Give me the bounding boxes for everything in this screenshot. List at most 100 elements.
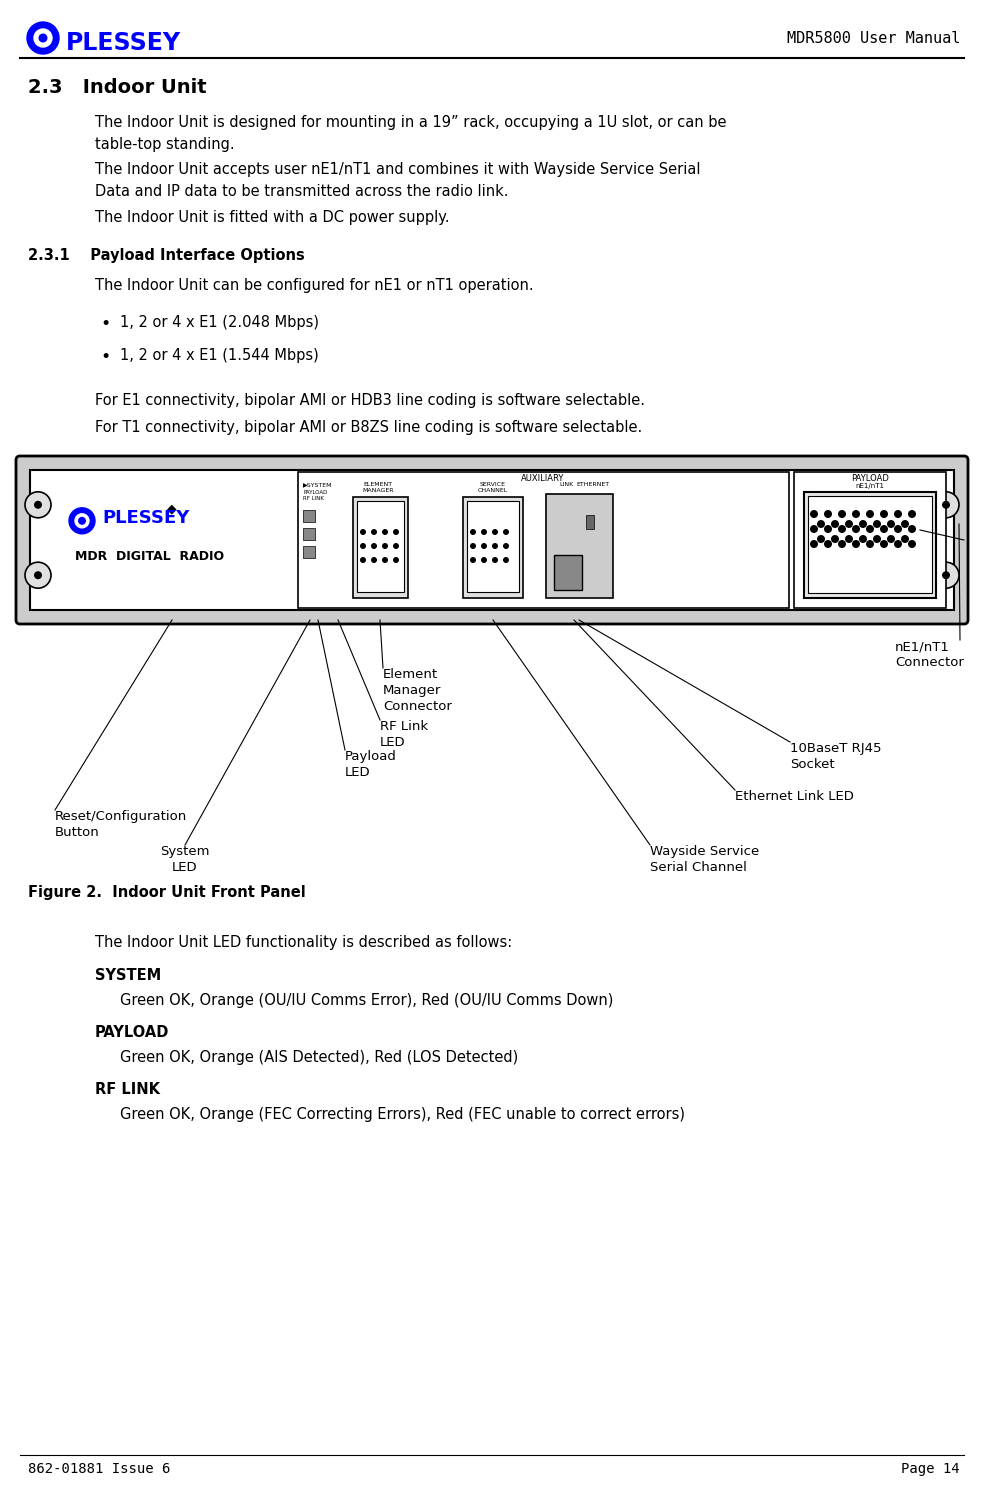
Circle shape bbox=[492, 558, 498, 564]
Circle shape bbox=[481, 529, 487, 535]
Text: RF LINK: RF LINK bbox=[303, 496, 324, 501]
Circle shape bbox=[933, 562, 959, 588]
Circle shape bbox=[901, 535, 909, 543]
Text: RF LINK: RF LINK bbox=[95, 1082, 160, 1097]
Text: 1, 2 or 4 x E1 (2.048 Mbps): 1, 2 or 4 x E1 (2.048 Mbps) bbox=[120, 315, 319, 330]
Text: Payload
LED: Payload LED bbox=[345, 750, 397, 779]
Circle shape bbox=[34, 501, 42, 508]
Text: LINK: LINK bbox=[559, 481, 573, 487]
Circle shape bbox=[503, 529, 509, 535]
Circle shape bbox=[393, 558, 399, 564]
Circle shape bbox=[481, 543, 487, 549]
Text: The Indoor Unit LED functionality is described as follows:: The Indoor Unit LED functionality is des… bbox=[95, 934, 513, 949]
Text: Green OK, Orange (AIS Detected), Red (LOS Detected): Green OK, Orange (AIS Detected), Red (LO… bbox=[120, 1049, 519, 1064]
Circle shape bbox=[470, 558, 476, 564]
Circle shape bbox=[382, 529, 388, 535]
Bar bbox=[303, 510, 315, 522]
Text: ELEMENT: ELEMENT bbox=[363, 481, 393, 487]
Text: The Indoor Unit is designed for mounting in a 19” rack, occupying a 1U slot, or : The Indoor Unit is designed for mounting… bbox=[95, 115, 726, 152]
Bar bbox=[353, 496, 408, 598]
Circle shape bbox=[492, 543, 498, 549]
Circle shape bbox=[845, 535, 853, 543]
Circle shape bbox=[887, 535, 895, 543]
Bar bbox=[546, 493, 613, 598]
Circle shape bbox=[894, 525, 902, 534]
Text: For E1 connectivity, bipolar AMI or HDB3 line coding is software selectable.: For E1 connectivity, bipolar AMI or HDB3… bbox=[95, 393, 645, 408]
Text: Reset/Configuration
Button: Reset/Configuration Button bbox=[55, 810, 187, 839]
Bar bbox=[554, 555, 582, 591]
Circle shape bbox=[859, 535, 867, 543]
Circle shape bbox=[25, 492, 51, 517]
Circle shape bbox=[880, 510, 888, 517]
Circle shape bbox=[470, 543, 476, 549]
Circle shape bbox=[360, 558, 366, 564]
Circle shape bbox=[27, 22, 59, 54]
Circle shape bbox=[873, 535, 881, 543]
Text: PLESSEY: PLESSEY bbox=[102, 508, 189, 528]
Circle shape bbox=[831, 520, 839, 528]
Circle shape bbox=[866, 525, 874, 534]
Text: RF Link
LED: RF Link LED bbox=[380, 721, 428, 749]
Circle shape bbox=[503, 543, 509, 549]
Circle shape bbox=[908, 525, 916, 534]
Circle shape bbox=[838, 540, 846, 549]
Circle shape bbox=[25, 562, 51, 588]
Circle shape bbox=[360, 529, 366, 535]
Text: SERVICE: SERVICE bbox=[480, 481, 506, 487]
Text: CHANNEL: CHANNEL bbox=[478, 487, 508, 493]
Circle shape bbox=[382, 558, 388, 564]
Circle shape bbox=[908, 540, 916, 549]
Circle shape bbox=[933, 492, 959, 517]
Bar bbox=[30, 469, 954, 610]
Circle shape bbox=[34, 28, 52, 46]
Bar bbox=[303, 546, 315, 558]
Text: Green OK, Orange (FEC Correcting Errors), Red (FEC unable to correct errors): Green OK, Orange (FEC Correcting Errors)… bbox=[120, 1106, 685, 1123]
Text: PAYLOAD: PAYLOAD bbox=[303, 490, 328, 495]
Text: ▶SYSTEM: ▶SYSTEM bbox=[303, 481, 333, 487]
Bar bbox=[804, 492, 936, 598]
Text: SYSTEM: SYSTEM bbox=[95, 967, 161, 984]
Circle shape bbox=[481, 558, 487, 564]
Text: ETHERNET: ETHERNET bbox=[577, 481, 609, 487]
Text: Green OK, Orange (OU/IU Comms Error), Red (OU/IU Comms Down): Green OK, Orange (OU/IU Comms Error), Re… bbox=[120, 993, 613, 1008]
Text: ◆: ◆ bbox=[167, 502, 177, 514]
Circle shape bbox=[852, 510, 860, 517]
Bar bbox=[794, 472, 946, 608]
Bar bbox=[463, 496, 523, 598]
Circle shape bbox=[34, 571, 42, 579]
Circle shape bbox=[503, 558, 509, 564]
Bar bbox=[808, 496, 932, 594]
Text: Ethernet Link LED: Ethernet Link LED bbox=[735, 789, 854, 803]
Circle shape bbox=[75, 514, 89, 528]
Text: System
LED: System LED bbox=[160, 845, 210, 875]
Text: MANAGER: MANAGER bbox=[362, 487, 394, 493]
Circle shape bbox=[810, 540, 818, 549]
Text: Element
Manager
Connector: Element Manager Connector bbox=[383, 668, 452, 713]
Circle shape bbox=[382, 543, 388, 549]
Text: MDR5800 User Manual: MDR5800 User Manual bbox=[786, 31, 960, 46]
Text: 10BaseT RJ45
Socket: 10BaseT RJ45 Socket bbox=[790, 742, 882, 771]
Circle shape bbox=[360, 543, 366, 549]
Bar bbox=[298, 472, 789, 608]
Text: nE1/nT1: nE1/nT1 bbox=[855, 483, 885, 489]
Circle shape bbox=[887, 520, 895, 528]
Bar bbox=[467, 501, 519, 592]
Text: 862-01881 Issue 6: 862-01881 Issue 6 bbox=[28, 1462, 170, 1476]
Text: Wayside Service
Serial Channel: Wayside Service Serial Channel bbox=[650, 845, 760, 875]
Text: The Indoor Unit accepts user nE1/nT1 and combines it with Wayside Service Serial: The Indoor Unit accepts user nE1/nT1 and… bbox=[95, 161, 701, 199]
Circle shape bbox=[393, 529, 399, 535]
Text: The Indoor Unit can be configured for nE1 or nT1 operation.: The Indoor Unit can be configured for nE… bbox=[95, 278, 533, 293]
Circle shape bbox=[838, 525, 846, 534]
Circle shape bbox=[492, 529, 498, 535]
Bar bbox=[357, 501, 404, 592]
Circle shape bbox=[371, 543, 377, 549]
Circle shape bbox=[824, 525, 832, 534]
Text: 2.3   Indoor Unit: 2.3 Indoor Unit bbox=[28, 78, 207, 97]
Text: AUXILIARY: AUXILIARY bbox=[522, 474, 565, 483]
Circle shape bbox=[817, 535, 825, 543]
Text: 2.3.1    Payload Interface Options: 2.3.1 Payload Interface Options bbox=[28, 248, 305, 263]
Circle shape bbox=[859, 520, 867, 528]
Text: •: • bbox=[100, 348, 110, 366]
Circle shape bbox=[371, 529, 377, 535]
Circle shape bbox=[852, 540, 860, 549]
